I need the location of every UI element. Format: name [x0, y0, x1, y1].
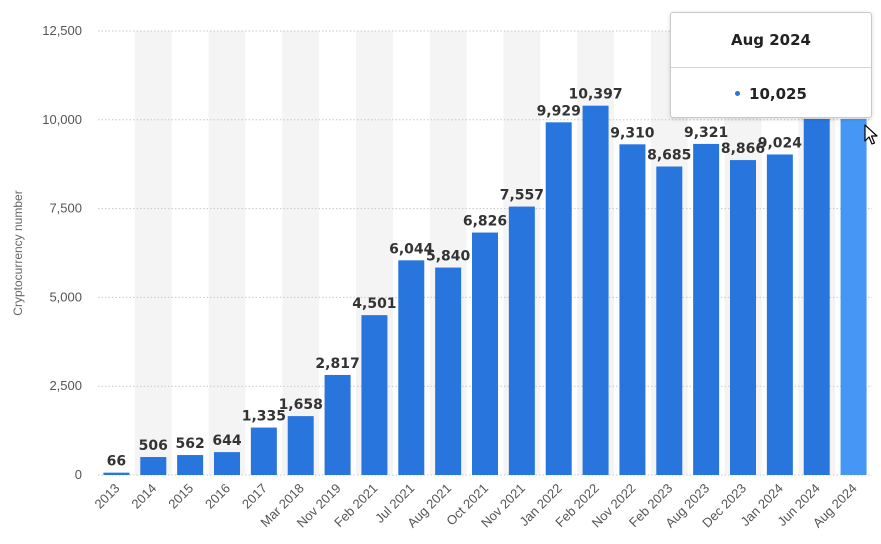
bar[interactable] [766, 154, 793, 475]
bar[interactable] [472, 232, 498, 475]
bar[interactable] [324, 374, 351, 475]
y-tick-label: 12,500 [42, 23, 82, 38]
mouse-pointer-icon [864, 124, 878, 145]
bar[interactable] [287, 416, 314, 475]
data-label: 8,866 [721, 141, 765, 157]
data-label: 1,658 [279, 397, 323, 413]
tooltip: Aug 2024 10,025 [670, 12, 872, 118]
data-label: 4,501 [352, 296, 396, 312]
data-label: 506 [139, 438, 168, 454]
bar[interactable] [730, 160, 756, 475]
y-axis-label: Cryptocurrency number [11, 190, 25, 315]
y-axis-ticks: 0 2,500 5,000 7,500 10,000 12,500 [42, 23, 82, 482]
data-label: 7,557 [500, 188, 544, 204]
bar[interactable] [803, 118, 830, 476]
bar[interactable] [103, 472, 130, 475]
bar[interactable] [545, 122, 572, 475]
tooltip-value: 10,025 [749, 84, 807, 103]
y-tick-label: 0 [75, 467, 82, 482]
bars [103, 105, 867, 476]
data-label: 1,335 [242, 409, 286, 425]
bar[interactable] [177, 455, 204, 475]
background-band [282, 31, 320, 475]
data-label: 5,840 [426, 249, 471, 265]
data-label: 644 [212, 433, 241, 449]
y-tick-label: 5,000 [49, 289, 82, 304]
x-tick-label: 2014 [128, 481, 159, 512]
tooltip-title: Aug 2024 [671, 13, 871, 68]
bar[interactable] [435, 267, 462, 475]
x-tick-label: 2013 [91, 481, 122, 512]
data-label: 9,024 [758, 135, 803, 151]
bar[interactable] [214, 452, 240, 475]
y-tick-label: 10,000 [42, 112, 82, 127]
bar[interactable] [693, 143, 720, 475]
data-label: 66 [107, 454, 126, 470]
data-label: 9,929 [537, 103, 581, 119]
data-label: 6,826 [463, 214, 507, 230]
bar[interactable] [582, 105, 609, 476]
y-tick-label: 7,500 [49, 201, 82, 216]
data-label: 2,817 [315, 356, 359, 372]
tooltip-body: 10,025 [671, 68, 871, 119]
y-tick-label: 2,500 [49, 378, 82, 393]
bar[interactable] [840, 118, 867, 476]
data-label: 9,321 [684, 125, 728, 141]
data-label: 562 [176, 436, 205, 452]
x-tick-label: 2017 [239, 481, 270, 512]
background-band [134, 31, 172, 475]
background-band [208, 31, 246, 475]
bar[interactable] [619, 144, 646, 475]
data-label: 8,685 [647, 148, 691, 164]
data-label: 9,310 [610, 125, 655, 141]
x-tick-label: 2016 [202, 481, 233, 512]
bar[interactable] [140, 457, 167, 475]
data-label: 6,044 [389, 241, 434, 257]
x-tick-label: 2015 [165, 481, 196, 512]
tooltip-series-dot [735, 91, 741, 96]
bar[interactable] [508, 206, 535, 475]
data-label: 10,397 [569, 87, 623, 103]
bar[interactable] [361, 315, 388, 475]
bar[interactable] [398, 260, 425, 475]
bar[interactable] [250, 427, 277, 475]
bar[interactable] [656, 166, 683, 476]
